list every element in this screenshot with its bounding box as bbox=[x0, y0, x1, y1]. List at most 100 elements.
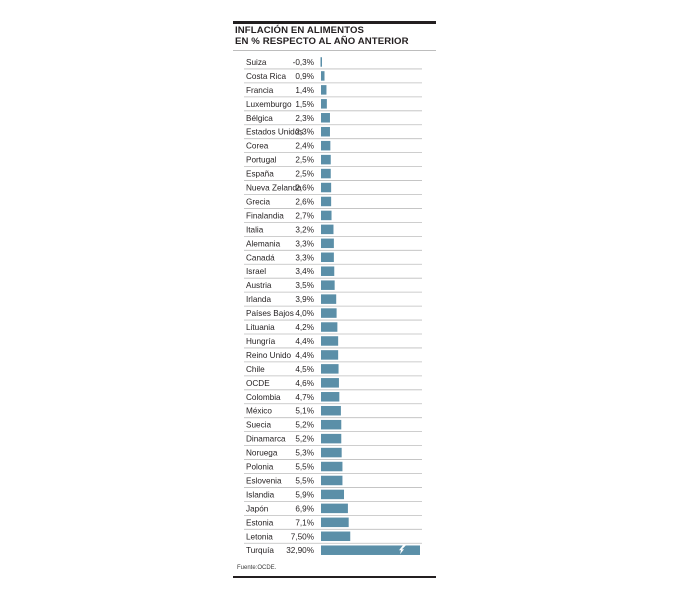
category-label: Portugal bbox=[246, 156, 277, 165]
category-label: Costa Rica bbox=[246, 72, 286, 81]
chart-title-line-2: EN % RESPECTO AL AÑO ANTERIOR bbox=[235, 35, 409, 47]
bar bbox=[321, 433, 342, 444]
bar bbox=[321, 140, 331, 151]
value-label: 5,3% bbox=[295, 449, 314, 458]
category-label: Eslovenia bbox=[246, 476, 282, 485]
axis-break-mark bbox=[399, 545, 406, 555]
value-label: 32,90% bbox=[286, 546, 314, 555]
bar bbox=[321, 378, 339, 388]
value-label: 2,5% bbox=[295, 156, 314, 165]
bar bbox=[321, 322, 338, 332]
category-label: Austria bbox=[246, 281, 272, 290]
bar bbox=[320, 57, 322, 67]
value-label: 5,5% bbox=[295, 463, 314, 472]
value-label: 5,2% bbox=[295, 435, 314, 444]
bar bbox=[321, 475, 343, 486]
category-label: Noruega bbox=[246, 449, 278, 458]
chart-title-line-1: INFLACIÓN EN ALIMENTOS bbox=[235, 25, 365, 36]
bar bbox=[321, 461, 343, 472]
category-label: España bbox=[246, 170, 274, 179]
value-label: 3,9% bbox=[295, 295, 314, 304]
category-label: Alemania bbox=[246, 239, 281, 248]
value-label: 4,7% bbox=[295, 393, 314, 402]
category-label: Israel bbox=[246, 267, 266, 276]
category-label: México bbox=[246, 407, 272, 416]
bar bbox=[321, 294, 337, 304]
value-label: 2,3% bbox=[295, 114, 314, 123]
bar bbox=[321, 196, 332, 207]
category-label: Polonia bbox=[246, 463, 274, 472]
category-label: Nueva Zelanda bbox=[246, 184, 302, 193]
value-label: 3,3% bbox=[295, 253, 314, 262]
category-label: Dinamarca bbox=[246, 435, 286, 444]
category-label: Colombia bbox=[246, 393, 281, 402]
bar bbox=[321, 489, 345, 500]
title-rule bbox=[233, 50, 436, 51]
category-label: Luxemburgo bbox=[246, 100, 292, 109]
value-label: 5,2% bbox=[295, 421, 314, 430]
bar bbox=[321, 210, 332, 221]
top-rule bbox=[233, 21, 436, 24]
value-label: 2,6% bbox=[295, 184, 314, 193]
category-label: Suecia bbox=[246, 421, 271, 430]
bar bbox=[321, 517, 349, 528]
bar bbox=[321, 238, 334, 249]
bar bbox=[321, 503, 348, 514]
category-label: Bélgica bbox=[246, 114, 273, 123]
source-note: Fuente:OCDE. bbox=[237, 565, 277, 571]
value-label: 4,4% bbox=[295, 351, 314, 360]
category-label: Irlanda bbox=[246, 295, 271, 304]
bar bbox=[321, 392, 340, 402]
value-label: 4,2% bbox=[295, 323, 314, 332]
bar bbox=[321, 364, 339, 374]
value-label: 3,3% bbox=[295, 239, 314, 248]
category-label: Turquía bbox=[246, 546, 274, 555]
bar bbox=[321, 336, 339, 346]
bar bbox=[321, 113, 330, 123]
category-label: Letonia bbox=[246, 532, 273, 541]
bar bbox=[321, 71, 325, 81]
value-label: 7,1% bbox=[295, 518, 314, 527]
bar bbox=[321, 168, 331, 179]
value-label: 4,6% bbox=[295, 379, 314, 388]
value-label: 1,4% bbox=[295, 86, 314, 95]
chart-title: INFLACIÓN EN ALIMENTOS EN % RESPECTO AL … bbox=[235, 25, 435, 47]
value-label: 2,6% bbox=[295, 197, 314, 206]
value-label: -0,3% bbox=[293, 58, 314, 67]
value-label: 1,5% bbox=[295, 100, 314, 109]
category-label: Estados Unidos bbox=[246, 128, 303, 137]
category-label: Corea bbox=[246, 142, 269, 151]
category-label: Estonia bbox=[246, 518, 274, 527]
value-label: 4,5% bbox=[295, 365, 314, 374]
value-label: 2,7% bbox=[295, 211, 314, 220]
category-label: Francia bbox=[246, 86, 274, 95]
value-label: 2,4% bbox=[295, 142, 314, 151]
bar bbox=[321, 531, 351, 542]
category-label: Lituania bbox=[246, 323, 275, 332]
category-label: Italia bbox=[246, 225, 264, 234]
bar bbox=[321, 280, 335, 290]
value-label: 2,5% bbox=[295, 170, 314, 179]
value-label: 5,1% bbox=[295, 407, 314, 416]
value-label: 3,5% bbox=[295, 281, 314, 290]
bar bbox=[321, 85, 327, 95]
category-label: OCDE bbox=[246, 379, 270, 388]
bar-chart-plot: Suiza -0,3% Costa Rica 0,9% Francia 1,4%Luxem… bbox=[244, 57, 422, 555]
value-label: 0,9% bbox=[295, 72, 314, 81]
value-label: 3,4% bbox=[295, 267, 314, 276]
bar bbox=[321, 405, 341, 416]
value-label: 7,50% bbox=[291, 532, 314, 541]
bar bbox=[321, 308, 337, 318]
category-label: Reino Unido bbox=[246, 351, 292, 360]
value-label: 4,0% bbox=[295, 309, 314, 318]
category-label: Países Bajos bbox=[246, 309, 294, 318]
value-label: 6,9% bbox=[295, 504, 314, 513]
bar bbox=[321, 182, 332, 193]
value-label: 5,5% bbox=[295, 476, 314, 485]
bar bbox=[321, 266, 335, 276]
value-label: 5,9% bbox=[295, 490, 314, 499]
bar bbox=[321, 224, 334, 235]
category-label: Islandia bbox=[246, 490, 275, 499]
value-label: 3,2% bbox=[295, 225, 314, 234]
bottom-rule bbox=[233, 576, 436, 578]
